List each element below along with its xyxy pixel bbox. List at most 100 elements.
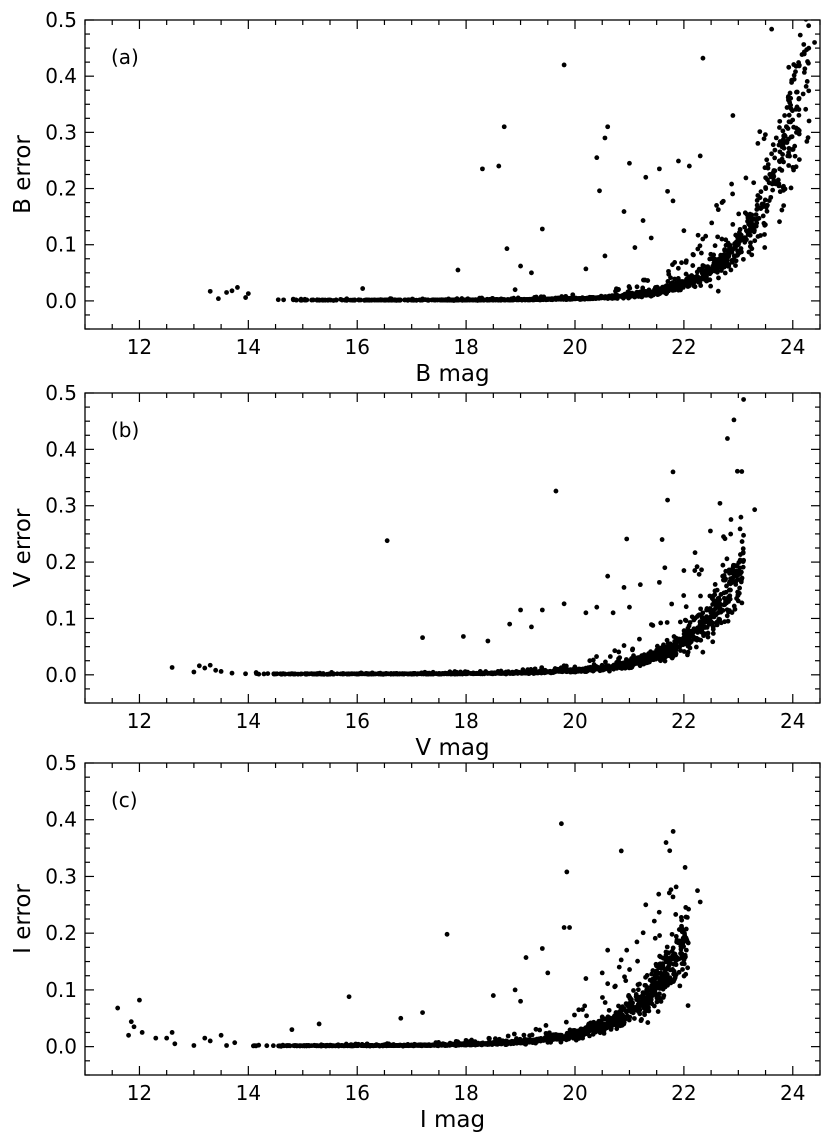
data-point [715, 207, 721, 213]
data-point [527, 670, 533, 676]
data-point [539, 226, 545, 232]
data-point [726, 263, 732, 269]
data-point [644, 991, 650, 997]
data-point [617, 1012, 622, 1017]
y-axis-label: B error [10, 135, 36, 214]
data-point [682, 865, 688, 870]
data-point [537, 1027, 543, 1033]
data-point [796, 157, 802, 163]
data-point [777, 139, 783, 144]
data-point [213, 667, 219, 673]
data-point [700, 55, 706, 61]
data-point [637, 981, 642, 987]
data-point [735, 233, 741, 239]
data-point [668, 275, 673, 281]
data-point [612, 984, 618, 990]
data-point [749, 246, 755, 252]
data-point [399, 671, 405, 677]
data-point [660, 286, 666, 292]
data-point [608, 1025, 614, 1031]
data-point [666, 890, 672, 896]
data-point [671, 285, 677, 291]
data-point [699, 266, 705, 272]
data-point [616, 1003, 621, 1009]
data-point [312, 671, 318, 677]
data-point [683, 271, 689, 277]
data-point [678, 287, 683, 293]
data-point [492, 1036, 498, 1042]
data-point [749, 212, 755, 218]
data-point [398, 1015, 404, 1021]
data-point [653, 993, 659, 999]
data-point [554, 1036, 560, 1042]
data-point [479, 671, 485, 677]
data-point [651, 918, 657, 924]
data-point [352, 1043, 358, 1048]
data-point [681, 957, 687, 963]
data-point [329, 1043, 335, 1049]
data-point [569, 669, 575, 674]
data-point [344, 296, 350, 302]
data-point [657, 933, 662, 938]
data-point [698, 250, 704, 256]
data-point [229, 288, 235, 294]
data-point [719, 200, 725, 205]
panel-b: 12 14 16 18 20 22 24 0.0 0.1 0.2 0.3 0.4 0.5 V mag V e… [10, 381, 821, 761]
data-point [243, 671, 248, 677]
data-point [710, 631, 716, 636]
x-tick-label: 12 [127, 335, 152, 359]
data-point [752, 238, 758, 244]
data-point [670, 262, 675, 268]
data-point [384, 297, 390, 303]
data-point [659, 537, 665, 542]
data-point [621, 643, 627, 648]
data-point [762, 245, 768, 250]
data-point [629, 1008, 635, 1013]
data-point [580, 1007, 585, 1013]
x-tick-label: 20 [562, 709, 587, 733]
data-point [665, 279, 671, 284]
data-point [594, 155, 600, 161]
data-point [637, 636, 642, 642]
data-point [651, 1003, 657, 1009]
data-point [763, 185, 768, 190]
data-point [379, 1043, 385, 1048]
data-point [316, 1021, 322, 1027]
data-point [501, 124, 507, 130]
data-point [784, 105, 790, 110]
data-point [664, 620, 670, 625]
data-point [709, 266, 715, 271]
data-point [677, 619, 683, 625]
data-point [687, 620, 693, 625]
data-point [405, 297, 410, 303]
data-point [296, 1043, 302, 1049]
data-point [567, 925, 572, 930]
data-point [671, 979, 676, 984]
data-point [547, 1030, 552, 1036]
x-tick-label: 24 [780, 1081, 805, 1105]
data-point [710, 626, 716, 632]
data-point [672, 951, 678, 957]
data-point [594, 654, 599, 659]
data-point [737, 226, 743, 232]
data-point [690, 263, 696, 268]
data-point [788, 95, 794, 101]
data-point [561, 601, 567, 607]
data-point [665, 288, 671, 294]
data-point [605, 947, 611, 953]
data-point [648, 998, 654, 1003]
data-point [624, 293, 630, 299]
data-point [748, 240, 753, 246]
data-point [621, 585, 627, 590]
data-point [700, 236, 706, 242]
data-point [131, 1024, 137, 1030]
data-point [529, 270, 534, 276]
data-point [343, 1042, 349, 1048]
data-point [694, 269, 700, 275]
data-point [522, 670, 528, 676]
data-point [616, 649, 622, 655]
data-point [359, 1042, 365, 1047]
data-point [672, 276, 678, 282]
y-tick-label: 0.3 [45, 864, 77, 888]
data-point [770, 187, 776, 193]
